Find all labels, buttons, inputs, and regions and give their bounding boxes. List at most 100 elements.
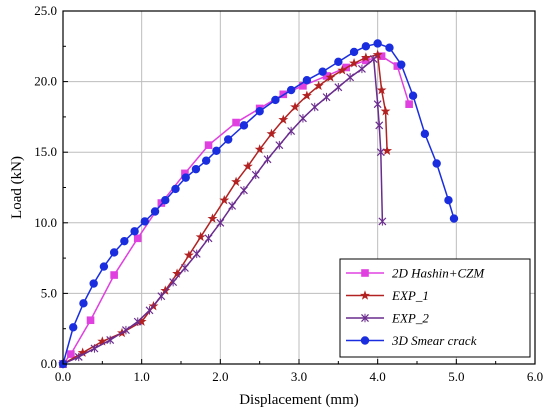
data-point [130, 227, 139, 236]
data-point [67, 350, 75, 358]
data-point [254, 144, 265, 154]
data-point [322, 92, 331, 102]
data-point [313, 80, 324, 91]
data-point [310, 102, 319, 112]
data-point [86, 316, 95, 325]
data-point [337, 65, 348, 75]
data-point [376, 84, 387, 95]
axis-ticks: 0.0 1.0 2.0 3.0 4.0 5.0 6.0 0.0 5.0 10.0 15.0 20.0 2… [34, 3, 543, 384]
data-point [242, 161, 253, 171]
data-point [192, 249, 201, 259]
legend-marker [360, 336, 370, 345]
legend-item-2d-hashin-czm: 2D Hashin+CZM [346, 266, 485, 281]
data-point [90, 344, 99, 353]
data-point [376, 147, 385, 157]
data-point [275, 140, 284, 150]
data-point [69, 323, 78, 332]
data-point [204, 234, 213, 243]
data-point [251, 170, 260, 180]
x-tick-label: 2.0 [212, 369, 228, 384]
data-point [239, 121, 249, 130]
data-point [302, 75, 312, 85]
x-tick-label: 0.0 [55, 369, 71, 384]
data-point [79, 299, 88, 308]
data-point [223, 135, 233, 144]
data-point [109, 248, 119, 257]
data-point [201, 156, 211, 165]
data-point [106, 335, 115, 345]
data-point [231, 176, 242, 187]
legend-label: EXP_1 [391, 288, 429, 303]
series-exp-1 [58, 49, 393, 369]
data-point [334, 57, 343, 67]
data-point [334, 83, 343, 92]
data-point [145, 306, 154, 315]
data-point [432, 159, 441, 168]
data-point [121, 325, 130, 335]
data-point [318, 67, 327, 76]
data-point [216, 218, 225, 228]
legend-marker [361, 269, 369, 277]
data-point [397, 60, 406, 69]
data-point [361, 42, 371, 51]
legend-marker [361, 313, 369, 323]
data-point [301, 90, 312, 100]
data-point [266, 128, 277, 139]
y-tick-label: 5.0 [41, 285, 57, 300]
data-point [349, 47, 359, 57]
data-point [181, 173, 190, 182]
data-point [172, 268, 183, 278]
data-point [346, 73, 355, 82]
data-point [298, 114, 307, 123]
legend: 2D Hashin+CZM EXP_1 EXP_2 3D Smear crack [339, 258, 531, 358]
data-point [195, 231, 206, 242]
data-point [161, 196, 170, 205]
data-point [183, 250, 194, 260]
series-exp-2 [59, 54, 387, 369]
data-point [373, 99, 382, 109]
data-point [349, 58, 360, 68]
data-point [74, 352, 83, 362]
x-tick-label: 6.0 [527, 369, 543, 384]
data-point [204, 141, 213, 149]
data-point [157, 292, 166, 301]
data-point [180, 263, 189, 273]
series-line-exp-1 [62, 53, 388, 365]
data-point [449, 214, 459, 223]
x-axis-title: Displacement (mm) [239, 392, 359, 408]
data-point [382, 145, 393, 156]
data-point [380, 106, 391, 116]
y-tick-label: 0.0 [41, 356, 57, 371]
legend-item-exp-2: EXP_2 [346, 311, 429, 326]
data-point [263, 155, 272, 164]
data-point [239, 186, 248, 195]
series-line-exp-2 [62, 57, 384, 365]
data-point [140, 217, 150, 226]
data-point [219, 195, 230, 205]
x-tick-label: 5.0 [448, 369, 464, 384]
y-axis-title: Load (kN) [9, 156, 25, 219]
data-point [278, 114, 289, 124]
series-line-3d-smear-crack [62, 42, 455, 365]
y-tick-label: 25.0 [34, 3, 57, 18]
data-point [99, 262, 109, 271]
data-point [420, 129, 430, 139]
plot-series [58, 39, 459, 369]
data-point [110, 271, 118, 279]
data-point [232, 118, 240, 127]
data-point [207, 213, 218, 223]
data-point [89, 279, 98, 288]
data-point [385, 43, 394, 52]
data-point [375, 121, 384, 130]
data-point [372, 49, 383, 59]
data-point [290, 101, 301, 112]
data-point [373, 39, 382, 48]
legend-marker [360, 290, 370, 300]
legend-label: 2D Hashin+CZM [392, 266, 485, 281]
data-point [191, 164, 201, 174]
legend-item-3d-smear-crack: 3D Smear crack [346, 333, 477, 348]
data-point [255, 107, 264, 116]
data-point [357, 64, 366, 74]
x-tick-label: 3.0 [291, 369, 307, 384]
data-point [120, 236, 129, 246]
